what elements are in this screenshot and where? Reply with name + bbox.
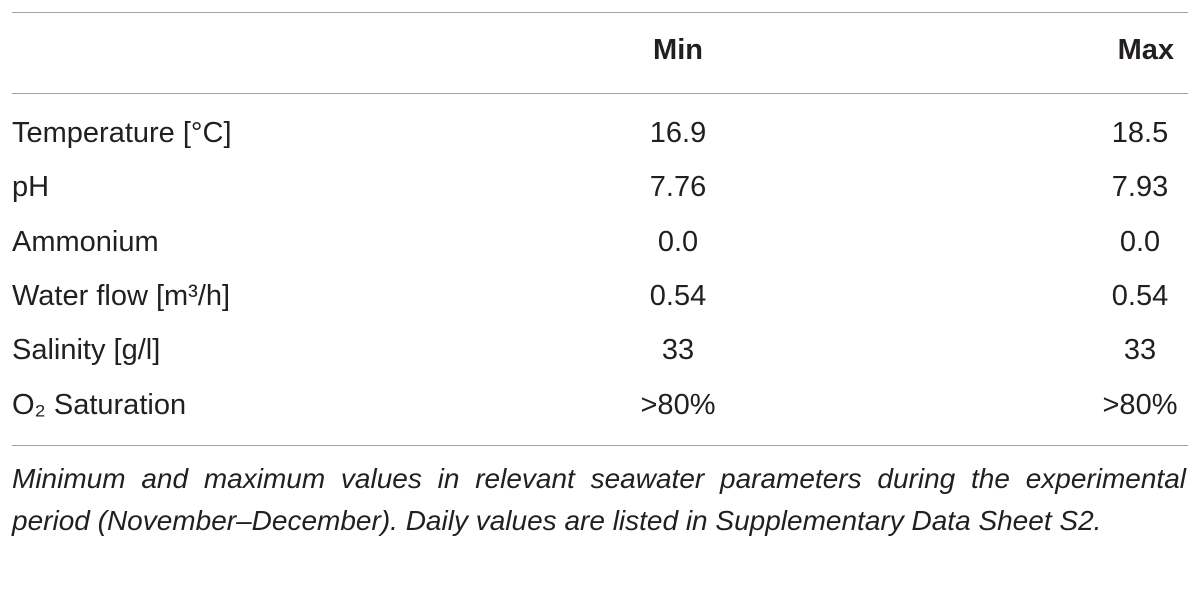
header-rule bbox=[12, 93, 1188, 94]
value-cell: 7.76 bbox=[649, 171, 707, 204]
value-cell: 7.93 bbox=[1111, 171, 1169, 204]
value-cell: >80% bbox=[640, 388, 716, 421]
header-cell: Min bbox=[653, 34, 703, 66]
value-cell: 0.54 bbox=[649, 279, 707, 312]
row-label: O₂ Saturation bbox=[12, 388, 187, 421]
row-label: Temperature [°C] bbox=[12, 117, 232, 149]
top-rule bbox=[12, 12, 1188, 13]
value-cell: 0.54 bbox=[1111, 279, 1169, 312]
value-cell: 0.0 bbox=[657, 225, 699, 258]
row-label: Salinity [g/l] bbox=[12, 334, 161, 367]
value-cell: >80% bbox=[1102, 388, 1178, 421]
value-cell: 16.9 bbox=[649, 117, 707, 149]
value-cell: 33 bbox=[1123, 334, 1157, 367]
row-label: Water flow [m³/h] bbox=[12, 279, 231, 312]
caption: Minimum and maximum values in relevant s… bbox=[12, 463, 1186, 536]
value-cell: 18.5 bbox=[1111, 117, 1169, 149]
row-label: Ammonium bbox=[12, 225, 159, 258]
row-label: pH bbox=[12, 171, 50, 204]
header-cell: Max bbox=[1117, 34, 1174, 66]
value-cell: 33 bbox=[661, 334, 695, 367]
bottom-rule bbox=[12, 445, 1188, 446]
value-cell: 0.0 bbox=[1119, 225, 1161, 258]
